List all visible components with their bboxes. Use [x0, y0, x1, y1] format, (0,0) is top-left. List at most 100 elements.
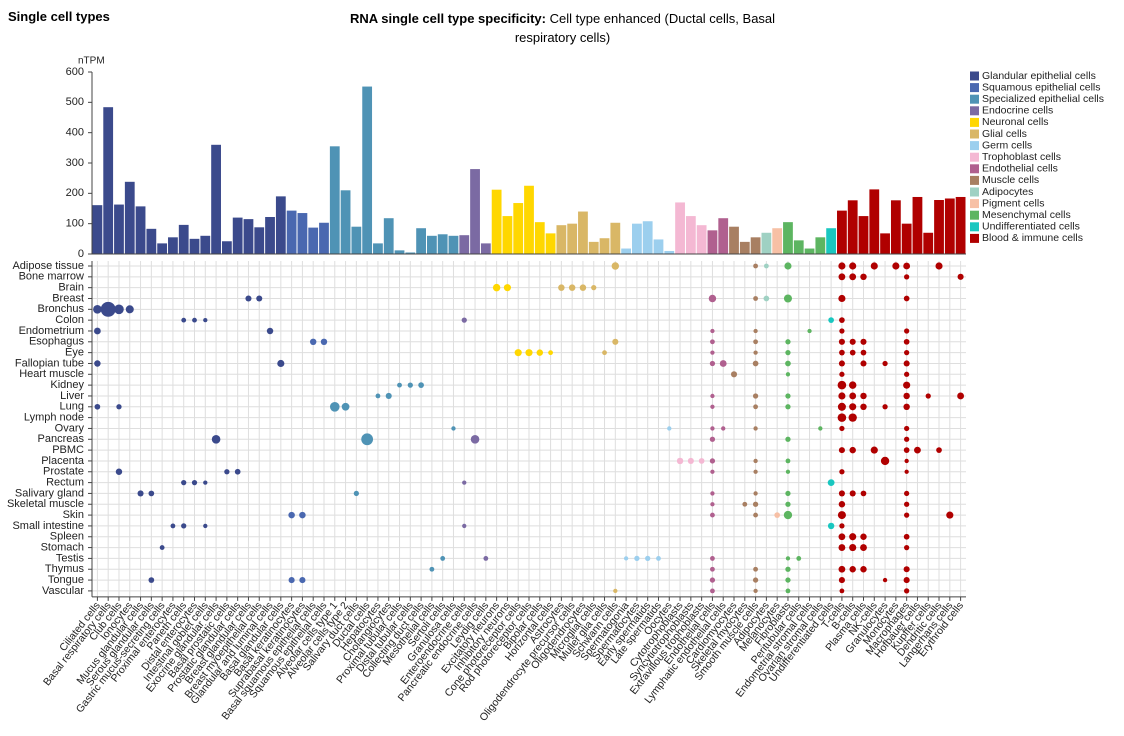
bar: [135, 206, 146, 254]
dot: [710, 491, 715, 496]
legend-swatch: [970, 71, 979, 81]
bar: [114, 204, 124, 254]
dot: [903, 360, 910, 367]
dot: [849, 392, 857, 400]
bar: [858, 216, 869, 254]
dot: [721, 426, 726, 431]
row-label: Pancreas: [38, 433, 85, 445]
y-tick-label: 300: [66, 157, 84, 169]
dot: [461, 317, 467, 323]
dot: [451, 426, 456, 431]
dot: [838, 533, 846, 541]
bar: [308, 227, 319, 254]
dot: [148, 490, 155, 497]
dot: [309, 338, 317, 346]
bar: [351, 226, 362, 254]
dot: [903, 392, 910, 400]
dot: [860, 349, 867, 356]
dot: [299, 577, 306, 584]
bar: [837, 210, 847, 254]
dot: [838, 544, 846, 551]
dot: [839, 371, 845, 377]
dot: [94, 360, 101, 367]
dot: [753, 588, 758, 594]
dot: [203, 480, 208, 485]
dot: [611, 262, 620, 270]
dot: [785, 556, 791, 561]
row-label: Skeletal muscle: [7, 498, 84, 510]
dot: [925, 393, 931, 399]
dot: [709, 436, 716, 442]
bar: [459, 235, 470, 254]
legend-label: Undifferentiated cells: [982, 221, 1080, 233]
row-label: Tongue: [48, 574, 84, 586]
row-label: Vascular: [42, 585, 84, 597]
dot: [407, 382, 413, 388]
legend-label: Muscle cells: [982, 174, 1039, 186]
y-axis-title: nTPM: [78, 56, 105, 67]
bar: [804, 248, 815, 254]
bar: [254, 227, 265, 254]
dot: [849, 338, 856, 345]
dot: [904, 328, 910, 334]
dot: [159, 545, 165, 550]
row-label: Testis: [56, 552, 85, 564]
dot: [753, 491, 758, 496]
legend-swatch: [970, 233, 979, 243]
bar: [955, 196, 966, 254]
row-label: Adipose tissue: [12, 260, 84, 272]
bar: [373, 243, 383, 254]
dot: [752, 577, 759, 583]
dot: [838, 565, 846, 573]
dot: [579, 284, 587, 291]
row-label: Liver: [60, 390, 84, 402]
dot: [361, 433, 374, 446]
dot: [838, 360, 845, 367]
dot: [514, 349, 522, 357]
row-label: Lung: [60, 401, 84, 413]
legend-label: Adipocytes: [982, 186, 1033, 198]
dot: [710, 339, 715, 345]
dot: [880, 456, 890, 466]
dot: [753, 404, 758, 410]
dot: [191, 479, 198, 486]
bar: [437, 234, 448, 254]
dot: [849, 446, 856, 454]
dot: [320, 338, 328, 346]
bar: [783, 222, 793, 254]
dot: [525, 349, 533, 357]
dot: [849, 544, 857, 552]
chart-title: RNA single cell type specificity: Cell t…: [340, 9, 785, 47]
dot: [710, 588, 715, 594]
bar: [189, 238, 200, 254]
row-label: Kidney: [50, 379, 84, 391]
dot: [709, 577, 716, 583]
dot: [710, 328, 715, 334]
dot: [957, 273, 964, 280]
dot: [656, 556, 661, 561]
dot: [116, 404, 122, 410]
dot: [125, 305, 134, 314]
dot: [181, 523, 187, 529]
dot: [341, 402, 350, 411]
dot: [203, 317, 208, 323]
dot: [839, 588, 845, 594]
bar: [653, 239, 664, 254]
dot: [397, 382, 402, 388]
row-label: Ovary: [55, 422, 85, 434]
bar: [362, 86, 373, 254]
dot: [753, 458, 758, 464]
dot: [266, 327, 274, 335]
bar: [329, 146, 340, 254]
legend-label: Trophoblast cells: [982, 151, 1061, 163]
dot: [591, 285, 597, 291]
dot: [904, 490, 910, 497]
dot: [753, 263, 758, 269]
dot: [860, 544, 867, 551]
bar: [405, 252, 416, 254]
dot: [785, 339, 791, 345]
dot: [602, 350, 607, 356]
bar: [923, 232, 934, 254]
bar: [847, 200, 858, 254]
bar: [243, 219, 254, 254]
